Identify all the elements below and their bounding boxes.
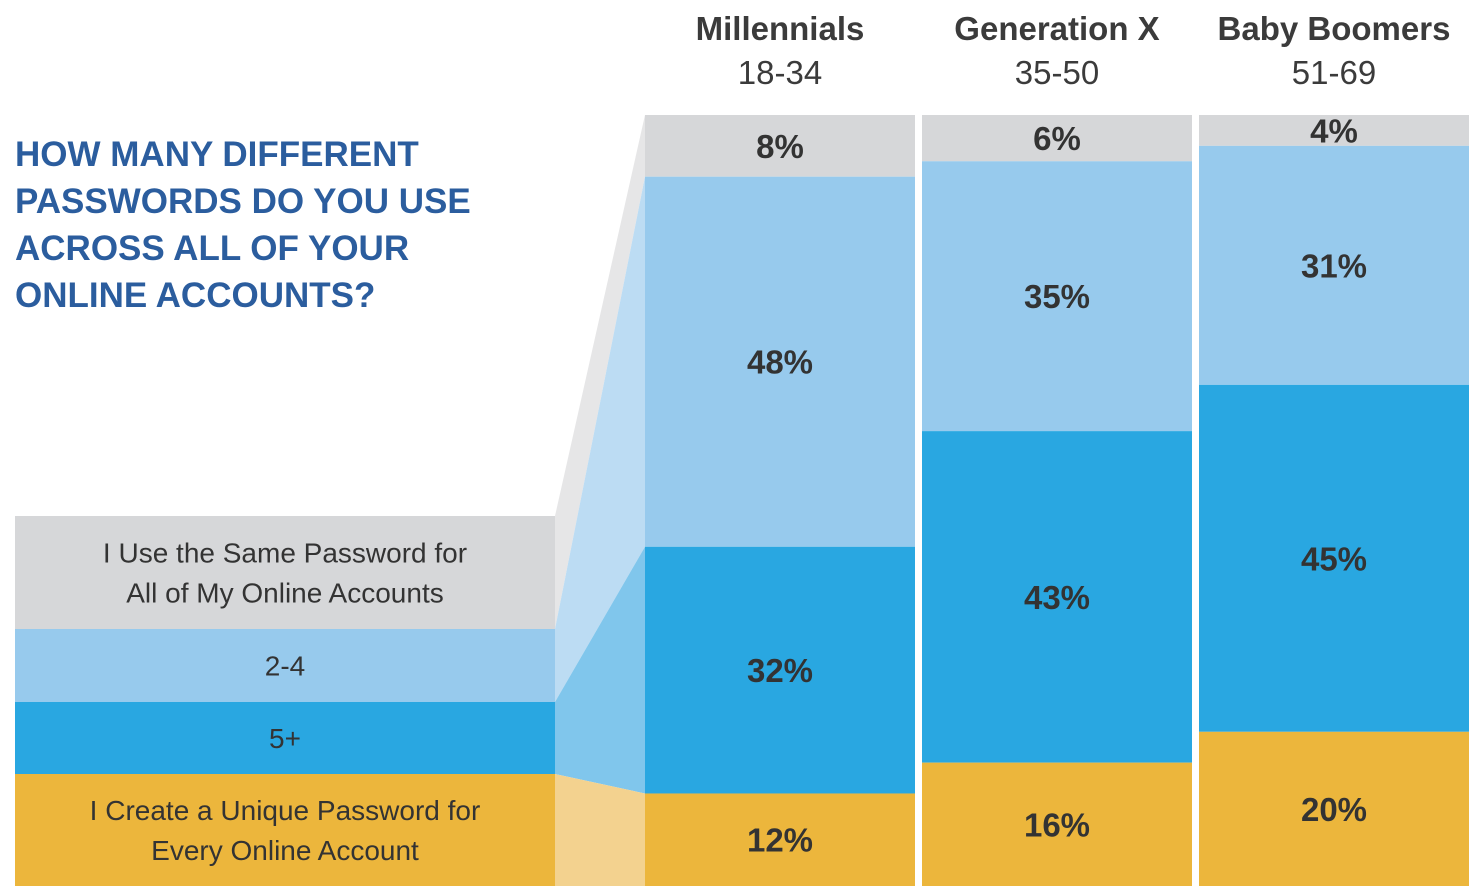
column-header-ages: 18-34 [738, 54, 822, 91]
column-headers: Millennials 18-34 Generation X 35-50 Baby Bo… [696, 10, 1451, 91]
bar-segment-two_four [922, 161, 1192, 432]
connector-five_plus [555, 546, 645, 794]
data-label: 12% [747, 822, 813, 859]
legend-label: Every Online Account [151, 835, 419, 866]
chart-title-line: ONLINE ACCOUNTS? [15, 276, 375, 315]
bar-segment-five_plus [645, 546, 915, 794]
data-label: 20% [1301, 791, 1367, 828]
data-label: 45% [1301, 540, 1367, 577]
connector-same [555, 115, 645, 629]
chart-title-line: ACROSS ALL OF YOUR [15, 229, 409, 268]
data-label: 16% [1024, 806, 1090, 843]
bar-segment-five_plus [1199, 384, 1469, 732]
column-header-name: Millennials [696, 10, 865, 47]
column-header-ages: 35-50 [1015, 54, 1099, 91]
data-label: 43% [1024, 579, 1090, 616]
chart-title-line: PASSWORDS DO YOU USE [15, 182, 471, 221]
column-header-name: Generation X [954, 10, 1159, 47]
connector-unique [555, 774, 645, 886]
legend-label: 5+ [269, 723, 301, 754]
bar-segment-same [922, 115, 1192, 162]
data-label: 31% [1301, 247, 1367, 284]
chart-title: HOW MANY DIFFERENT PASSWORDS DO YOU USE AC… [15, 135, 471, 315]
data-label: 48% [747, 344, 813, 381]
connector-two_four [555, 176, 645, 702]
legend-label: I Create a Unique Password for [90, 795, 481, 826]
legend: I Use the Same Password for All of My Onl… [15, 516, 555, 886]
bar-segment-same [1199, 115, 1469, 146]
data-label: 6% [1033, 120, 1081, 157]
bars: 8% 48% 32% 12% 6% 35% 43% 16% 4% 31% 45% 20% [645, 112, 1469, 886]
bar-segment-two_four [645, 176, 915, 547]
legend-label: All of My Online Accounts [126, 578, 443, 609]
bar-segment-two_four [1199, 145, 1469, 385]
bar-segment-same [645, 115, 915, 177]
column-header-name: Baby Boomers [1218, 10, 1451, 47]
data-label: 32% [747, 652, 813, 689]
data-label: 35% [1024, 278, 1090, 315]
legend-label: I Use the Same Password for [103, 538, 467, 569]
legend-box-unique [15, 774, 555, 886]
data-label: 8% [756, 128, 804, 165]
legend-connectors [555, 115, 645, 886]
chart-title-line: HOW MANY DIFFERENT [15, 135, 419, 174]
bar-segment-unique [922, 762, 1192, 886]
bar-segment-five_plus [922, 431, 1192, 763]
legend-box-two_four [15, 629, 555, 702]
data-label: 4% [1310, 112, 1358, 149]
bar-segment-unique [1199, 731, 1469, 886]
legend-label: 2-4 [265, 651, 305, 682]
legend-box-same [15, 516, 555, 629]
legend-box-five_plus [15, 702, 555, 774]
column-header-ages: 51-69 [1292, 54, 1376, 91]
bar-segment-unique [645, 793, 915, 886]
